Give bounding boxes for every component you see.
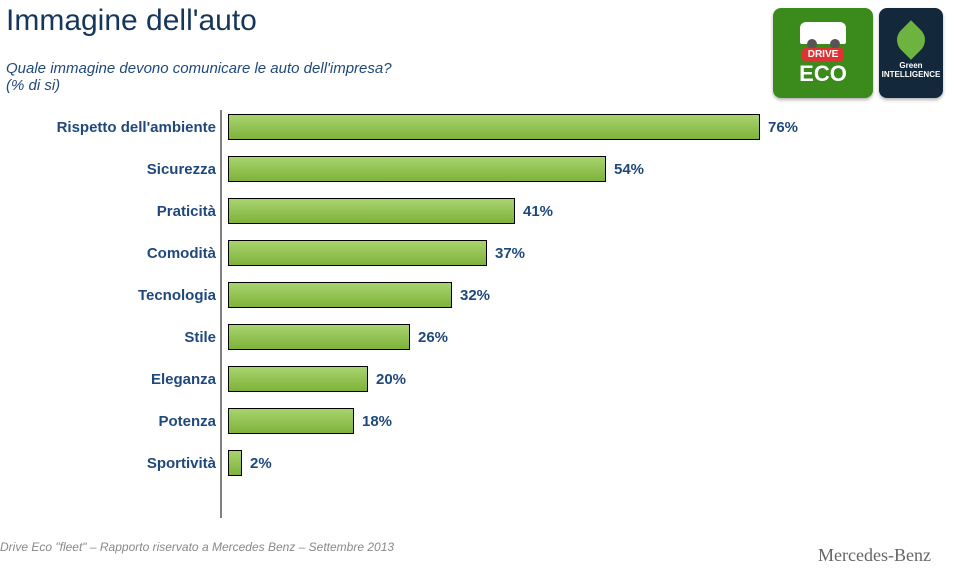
chart-row: Comodità 37% [36,236,796,270]
page-title: Immagine dell'auto [6,4,257,38]
green-intelligence-logo: GreenINTELLIGENCE [879,8,943,98]
bar-track: 26% [226,324,786,350]
value-label: 41% [517,198,553,224]
bar-track: 20% [226,366,786,392]
eco-label: ECO [799,63,847,85]
bar-track: 76% [226,114,786,140]
bar [228,114,760,140]
value-label: 20% [370,366,406,392]
subtitle: Quale immagine devono comunicare le auto… [6,60,392,94]
value-label: 37% [489,240,525,266]
value-label: 26% [412,324,448,350]
chart-row: Sportività 2% [36,446,796,480]
logo-group: DRIVE ECO GreenINTELLIGENCE [773,8,943,98]
subtitle-note: (% di si) [6,77,60,94]
bar [228,324,410,350]
bar [228,156,606,182]
y-axis [220,110,222,518]
subtitle-question: Quale immagine devono comunicare le auto… [6,60,392,77]
value-label: 76% [762,114,798,140]
mercedes-benz-logo: Mercedes-Benz [818,545,931,566]
chart-row: Praticità 41% [36,194,796,228]
bar [228,198,515,224]
leaf-icon [891,20,931,60]
drive-label: DRIVE [802,48,845,61]
category-label: Stile [36,329,226,346]
chart-row: Tecnologia 32% [36,278,796,312]
value-label: 18% [356,408,392,434]
car-icon [800,22,846,44]
bar-chart: Rispetto dell'ambiente76%Sicurezza54%Pra… [36,110,796,488]
chart-row: Sicurezza 54% [36,152,796,186]
bar-track: 32% [226,282,786,308]
value-label: 2% [244,450,272,476]
category-label: Praticità [36,203,226,220]
bar [228,282,452,308]
bar [228,450,242,476]
bar-track: 54% [226,156,786,182]
value-label: 54% [608,156,644,182]
gi-label: GreenINTELLIGENCE [882,62,941,80]
bar-track: 2% [226,450,786,476]
bar [228,366,368,392]
chart-row: Eleganza 20% [36,362,796,396]
bar [228,240,487,266]
category-label: Comodità [36,245,226,262]
chart-row: Potenza 18% [36,404,796,438]
category-label: Potenza [36,413,226,430]
category-label: Tecnologia [36,287,226,304]
category-label: Rispetto dell'ambiente [36,119,226,136]
bar [228,408,354,434]
category-label: Sportività [36,455,226,472]
bar-track: 18% [226,408,786,434]
drive-eco-logo: DRIVE ECO [773,8,873,98]
chart-row: Stile 26% [36,320,796,354]
bar-track: 37% [226,240,786,266]
value-label: 32% [454,282,490,308]
category-label: Sicurezza [36,161,226,178]
footer-note: Drive Eco "fleet" – Rapporto riservato a… [0,540,394,554]
chart-row: Rispetto dell'ambiente76% [36,110,796,144]
bar-track: 41% [226,198,786,224]
category-label: Eleganza [36,371,226,388]
